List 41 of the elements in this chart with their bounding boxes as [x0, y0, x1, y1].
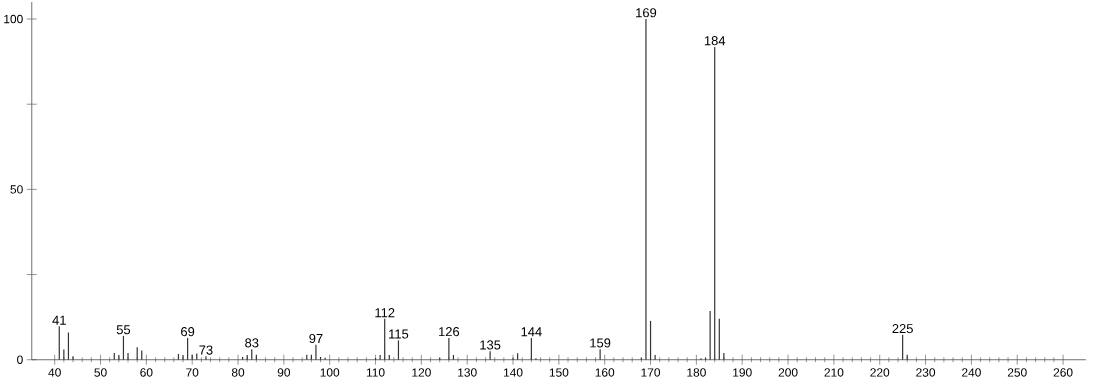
annotation: 115 — [389, 329, 409, 339]
x-tick-label: 230 — [916, 368, 936, 377]
x-tick-label: 100 — [320, 368, 340, 377]
x-tick-label: 140 — [503, 368, 523, 377]
annotation: 126 — [439, 327, 460, 337]
x-tick-label: 110 — [366, 368, 385, 377]
x-tick-label: 40 — [48, 368, 61, 377]
x-tick-label: 160 — [595, 368, 615, 377]
annotation: 225 — [892, 324, 913, 334]
annotation: 144 — [521, 327, 542, 337]
x-tick-label: 90 — [277, 368, 291, 377]
annotation: 184 — [704, 36, 726, 46]
annotation: 135 — [480, 340, 501, 350]
annotation: 83 — [245, 338, 259, 348]
x-tick-label: 250 — [1007, 368, 1027, 377]
x-tick-label: 130 — [458, 368, 477, 377]
annotation: 169 — [636, 8, 657, 18]
x-tick-label: 70 — [186, 368, 199, 377]
x-tick-label: 210 — [824, 368, 844, 377]
x-tick-label: 220 — [870, 368, 890, 377]
x-tick-label: 150 — [549, 368, 569, 377]
x-tick-label: 170 — [641, 368, 661, 377]
annotation: 73 — [199, 345, 213, 355]
annotation: 159 — [590, 338, 611, 348]
x-tick-label: 240 — [962, 368, 981, 377]
annotation: 69 — [181, 327, 195, 337]
x-tick-label: 80 — [231, 368, 245, 377]
y-tick-label: 0 — [17, 355, 23, 365]
annotation: 41 — [52, 315, 66, 325]
annotation: 55 — [116, 325, 131, 335]
annotation: 97 — [309, 334, 323, 344]
y-tick-label: 100 — [4, 14, 23, 24]
x-tick-label: 200 — [778, 368, 798, 377]
y-tick-label: 50 — [10, 185, 23, 194]
x-tick-label: 50 — [94, 368, 107, 377]
annotation: 112 — [375, 308, 395, 318]
x-tick-label: 60 — [140, 368, 153, 377]
x-tick-label: 180 — [687, 368, 706, 377]
x-tick-label: 120 — [412, 368, 431, 377]
x-tick-label: 260 — [1053, 368, 1073, 377]
x-tick-label: 190 — [733, 368, 752, 377]
